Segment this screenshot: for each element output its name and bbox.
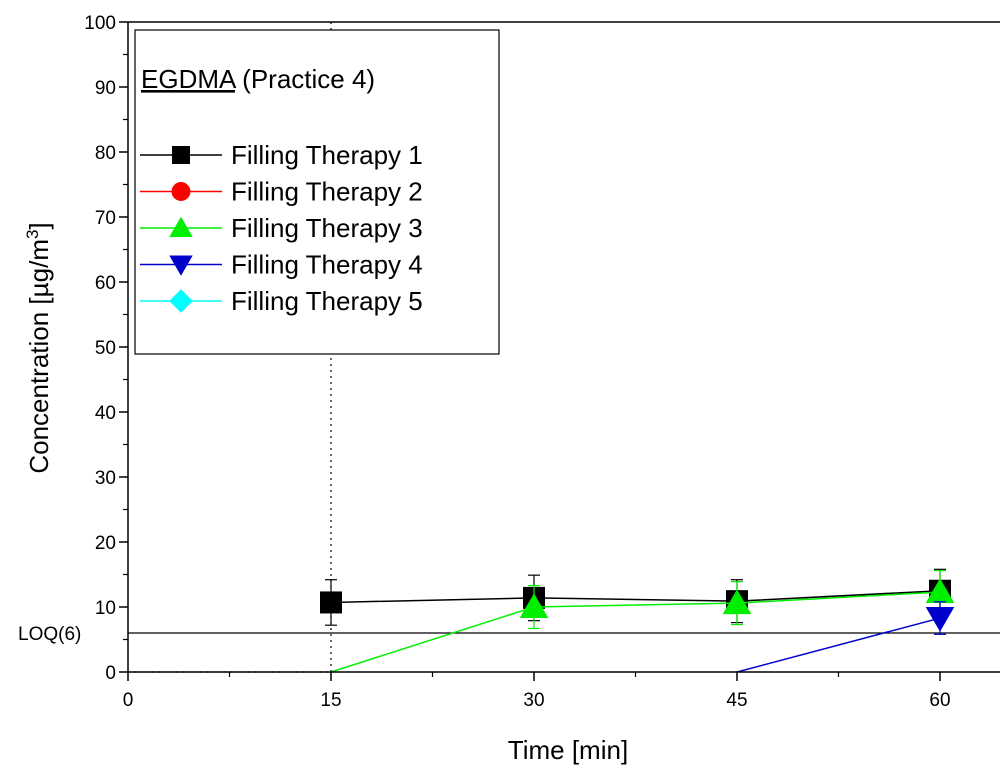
x-tick-label-2: 30 [523, 690, 544, 711]
y-axis-title-end: ] [24, 222, 54, 229]
y-tick-label-5: 50 [95, 338, 116, 359]
legend-title-sub: (Practice 4) [242, 64, 375, 94]
legend-label-4: Filling Therapy 4 [231, 250, 423, 280]
legend-label-5: Filling Therapy 5 [231, 286, 423, 316]
series-layer [320, 568, 955, 672]
y-axis-title-superscript: 3 [23, 230, 42, 239]
legend-label-3: Filling Therapy 3 [231, 213, 423, 243]
data-point-1-0 [320, 591, 342, 614]
data-point-3-2 [722, 589, 752, 615]
y-tick-label-1: 10 [95, 598, 116, 619]
y-tick-label-7: 70 [95, 208, 116, 229]
y-tick-label-8: 80 [95, 143, 116, 164]
data-point-4-1 [925, 607, 955, 632]
legend-entries: Filling Therapy 1 Filling Therapy 2 Fillin… [140, 140, 423, 316]
y-tick-label-9: 90 [95, 78, 116, 99]
x-tick-label-3: 45 [726, 690, 747, 711]
x-axis-title: Time [min] [508, 735, 628, 765]
series-line-1 [330, 590, 941, 604]
legend-title-main: EGDMA [141, 64, 237, 94]
series-line-4 [736, 617, 941, 672]
legend-marker-3 [169, 216, 193, 237]
series-line-3 [330, 591, 941, 672]
loq-label: LOQ(6) [18, 624, 81, 645]
axes: 0 10 20 30 40 50 60 70 80 90 100 0 15 30 45 60 [84, 13, 1000, 711]
legend-label-1: Filling Therapy 1 [231, 140, 423, 170]
y-axis-title: Concentration [µg/m3] [23, 222, 54, 473]
y-tick-label-3: 30 [95, 468, 116, 489]
x-tick-label-4: 60 [929, 690, 950, 711]
y-tick-label-4: 40 [95, 403, 116, 424]
legend-marker-4 [169, 255, 193, 276]
legend: EGDMA (Practice 4) Filling Therapy 1Fill… [134, 29, 500, 355]
data-point-3-1 [519, 593, 549, 618]
y-tick-label-10: 100 [84, 13, 116, 34]
x-tick-label-0: 0 [123, 690, 134, 711]
x-tick-label-1: 15 [320, 690, 341, 711]
y-axis-title-main: Concentration [µg/m [24, 239, 54, 474]
legend-marker-1 [172, 146, 190, 164]
legend-marker-2 [171, 182, 191, 201]
legend-title: EGDMA (Practice 4) [141, 64, 375, 94]
legend-label-2: Filling Therapy 2 [231, 177, 423, 207]
y-tick-label-2: 20 [95, 533, 116, 554]
legend-marker-5 [169, 289, 193, 313]
y-tick-label-0: 0 [105, 663, 116, 684]
data-point-3-3 [925, 578, 955, 604]
y-tick-label-6: 60 [95, 273, 116, 294]
